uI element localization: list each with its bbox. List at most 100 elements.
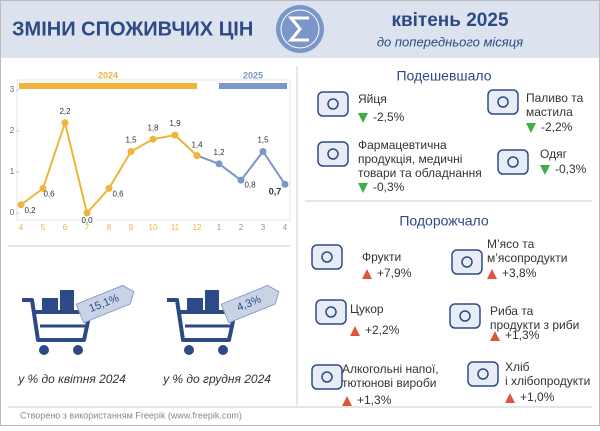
product-icon xyxy=(467,361,499,387)
product-icon xyxy=(451,249,483,275)
y-tick-label: 2 xyxy=(10,126,15,135)
y-tick-label: 0 xyxy=(10,208,15,217)
year-label: 2025 xyxy=(243,70,263,80)
product-icon-detail xyxy=(325,306,337,318)
x-tick-label: 9 xyxy=(129,223,134,232)
product-icon-detail xyxy=(461,256,473,268)
data-label: 1,9 xyxy=(169,119,181,128)
change-value: +7,9% xyxy=(377,266,412,280)
product-label: Алкогольні напої, xyxy=(342,362,439,376)
change-arrow xyxy=(540,165,550,175)
cart-wheel xyxy=(39,345,49,355)
data-label: 1,5 xyxy=(125,136,137,145)
product-label: Цукор xyxy=(350,302,384,316)
change-value: +3,8% xyxy=(502,266,537,280)
cart-goods xyxy=(205,290,219,312)
tag-shape xyxy=(220,284,280,324)
change-arrow xyxy=(350,326,360,336)
data-point xyxy=(61,119,69,127)
header-period: квітень 2025 xyxy=(391,10,508,31)
x-tick-label: 4 xyxy=(283,223,288,232)
x-tick-label: 1 xyxy=(217,223,222,232)
product-icon-detail xyxy=(507,156,519,168)
product-label: Паливо та xyxy=(526,91,584,105)
product-icon xyxy=(487,89,519,115)
product-icon-detail xyxy=(459,310,471,322)
year-band xyxy=(19,83,197,89)
product-icon xyxy=(497,149,529,175)
change-arrow xyxy=(342,396,352,406)
product-icon-detail xyxy=(321,371,333,383)
data-point xyxy=(281,180,289,188)
year-label: 2024 xyxy=(98,70,118,80)
product-icon xyxy=(315,299,347,325)
product-label: М’ясо та xyxy=(487,237,535,251)
x-tick-label: 10 xyxy=(149,223,158,232)
change-value: +1,0% xyxy=(520,390,555,404)
product-label: тютюнові вироби xyxy=(342,376,436,390)
change-arrow xyxy=(490,331,500,341)
section-heading: Подешевшало xyxy=(396,68,491,84)
product-label: Фармацевтична xyxy=(358,138,447,152)
cart-wheel xyxy=(218,345,228,355)
change-arrow xyxy=(505,393,515,403)
change-arrow xyxy=(358,183,368,193)
price-tag: 4,3% xyxy=(220,284,280,324)
change-arrow xyxy=(362,269,372,279)
x-tick-label: 4 xyxy=(19,223,24,232)
data-point xyxy=(39,184,47,192)
logo-ring xyxy=(280,9,320,49)
product-label: Риба та xyxy=(490,304,534,318)
product-icon-detail xyxy=(497,96,509,108)
cart-icon xyxy=(167,290,237,355)
product-label: Фрукти xyxy=(362,250,401,264)
product-icon xyxy=(311,244,343,270)
footer: Створено з використанням Freepik (www.fr… xyxy=(20,410,242,420)
data-label: 1,4 xyxy=(191,141,203,150)
header-title: ЗМІНИ СПОЖИВЧИХ ЦІН xyxy=(12,18,253,40)
product-icon-detail xyxy=(327,98,339,110)
x-tick-label: 3 xyxy=(261,223,266,232)
y-tick-label: 3 xyxy=(10,85,15,94)
data-point xyxy=(259,148,267,155)
data-label: 0,6 xyxy=(112,190,124,199)
data-point xyxy=(127,148,135,155)
product-label: Одяг xyxy=(540,147,568,161)
change-value: +1,3% xyxy=(505,328,540,342)
data-label: 0,7 xyxy=(269,187,282,197)
product-label: товари та обладнання xyxy=(358,166,482,180)
x-tick-label: 6 xyxy=(63,223,68,232)
data-point xyxy=(171,131,179,139)
change-arrow xyxy=(358,113,368,123)
data-label: 0,2 xyxy=(24,206,36,215)
data-label: 1,8 xyxy=(147,123,159,132)
data-point xyxy=(105,184,113,192)
x-tick-label: 8 xyxy=(107,223,112,232)
data-point xyxy=(215,160,223,168)
data-label: 2,2 xyxy=(59,107,71,116)
x-tick-label: 5 xyxy=(41,223,46,232)
tag-shape xyxy=(75,284,135,324)
data-point xyxy=(83,209,91,217)
product-icon xyxy=(449,303,481,329)
x-tick-label: 11 xyxy=(171,223,180,232)
product-label: Хліб xyxy=(505,360,530,374)
data-point xyxy=(237,176,245,184)
product-label: мастила xyxy=(526,105,573,119)
x-tick-label: 12 xyxy=(193,223,202,232)
change-value: -2,2% xyxy=(541,120,573,134)
change-value: +2,2% xyxy=(365,323,400,337)
product-label: і хлібопродукти xyxy=(505,374,590,388)
cart-goods xyxy=(60,290,74,312)
change-arrow xyxy=(487,269,497,279)
cart-goods xyxy=(187,298,203,312)
data-label: 1,5 xyxy=(257,136,269,145)
change-value: -0,3% xyxy=(373,180,405,194)
logo-symbol xyxy=(287,16,309,42)
product-icon-detail xyxy=(321,251,333,263)
data-label: 0,0 xyxy=(81,216,93,225)
cart-wheel xyxy=(73,345,83,355)
product-label: продукція, медичні xyxy=(358,152,462,166)
